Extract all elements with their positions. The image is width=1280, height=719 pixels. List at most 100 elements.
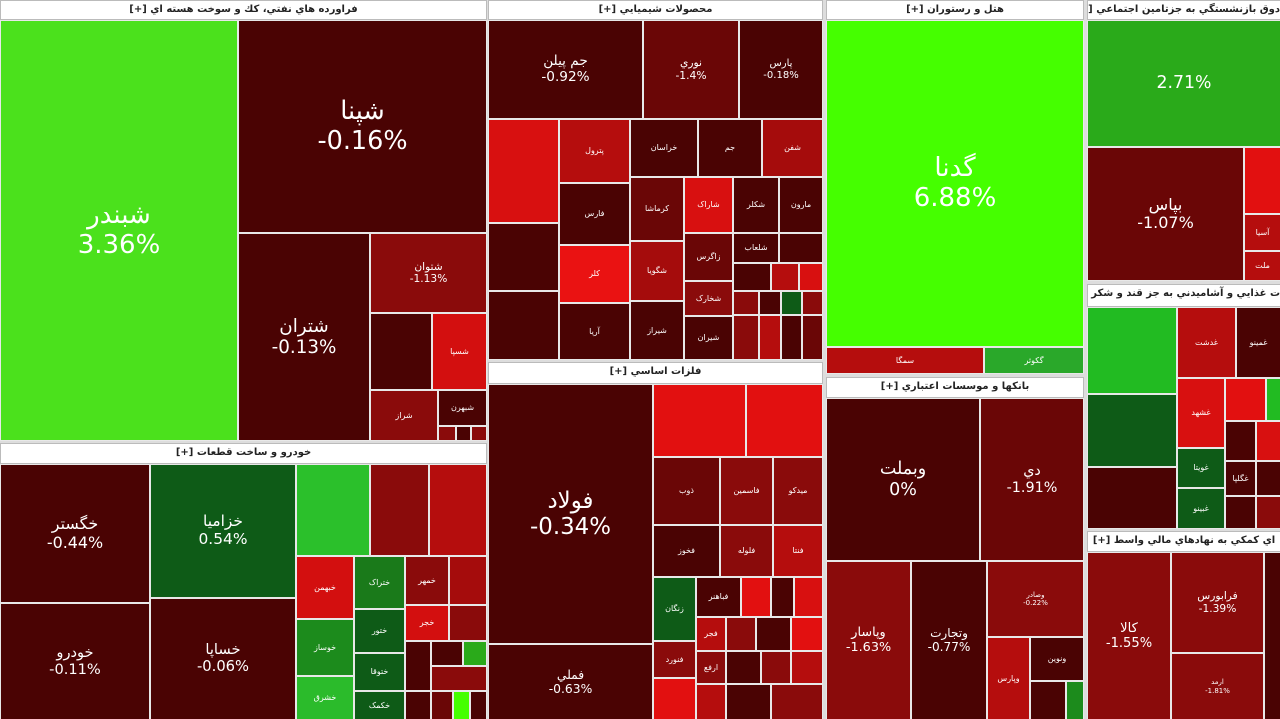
filler-tile	[802, 315, 823, 360]
stock-tile[interactable]: خزاميا 0.54%	[150, 464, 296, 598]
stock-tile[interactable]: وتجارت -0.77%	[911, 561, 987, 719]
stock-tile[interactable]: جم پيلن -0.92%	[488, 20, 643, 119]
filler-tile	[456, 426, 471, 441]
stock-tile[interactable]: شيران	[684, 316, 733, 360]
stock-tile[interactable]: خودرو -0.11%	[0, 603, 150, 719]
stock-tile[interactable]: خشرق	[296, 676, 354, 719]
stock-tile[interactable]: ملت	[1244, 251, 1280, 281]
sector-header[interactable]: فراورده هاي نفتي، كك و سوخت هسته اي [+]	[0, 0, 487, 20]
stock-tile[interactable]: ميدكو	[773, 457, 823, 525]
stock-tile[interactable]: خگستر -0.44%	[0, 464, 150, 603]
stock-tile[interactable]: شاراک	[684, 177, 733, 233]
stock-tile[interactable]: گكوثر	[984, 347, 1084, 374]
stock-tile[interactable]: پارس -0.18%	[739, 20, 823, 119]
stock-tile[interactable]: شگويا	[630, 241, 684, 301]
stock-tile[interactable]: شفن	[762, 119, 823, 177]
stock-tile[interactable]: خمهر	[405, 556, 449, 605]
stock-tile[interactable]: نوري -1.4%	[643, 20, 739, 119]
stock-tile[interactable]: شراز	[370, 390, 438, 441]
filler-tile	[794, 577, 823, 617]
stock-tile[interactable]: ذوب	[653, 457, 720, 525]
stock-tile[interactable]: خبهمن	[296, 556, 354, 619]
sector-header[interactable]: ت غذايي و آشاميدني به جز قند و شكر [+]	[1087, 284, 1280, 307]
stock-tile[interactable]: شسپا	[432, 313, 487, 390]
stock-symbol: فرابورس	[1197, 589, 1238, 603]
stock-tile[interactable]: فرابورس -1.39%	[1171, 552, 1264, 653]
stock-tile[interactable]: دي -1.91%	[980, 398, 1084, 561]
stock-tile[interactable]: شلعاب	[733, 233, 779, 263]
stock-tile[interactable]: وپارس	[987, 637, 1030, 719]
stock-tile[interactable]: فولاد -0.34%	[488, 384, 653, 644]
stock-tile[interactable]: كرماشا	[630, 177, 684, 241]
stock-tile[interactable]: بپاس -1.07%	[1087, 147, 1244, 281]
stock-symbol: نوري	[679, 56, 703, 70]
stock-tile[interactable]: فملي -0.63%	[488, 644, 653, 719]
stock-tile[interactable]: زنگان	[653, 577, 696, 641]
sector-header[interactable]: خودرو و ساخت قطعات [+]	[0, 443, 487, 464]
price-change: -1.63%	[845, 639, 892, 655]
stock-tile[interactable]: شكلر	[733, 177, 779, 233]
stock-tile[interactable]: شيراز	[630, 301, 684, 360]
filler-tile	[1264, 552, 1280, 719]
stock-tile[interactable]: شخارک	[684, 281, 733, 316]
filler-tile	[1256, 496, 1280, 529]
sector-header[interactable]: دوق بازنشستگي به جزتامين اجتماعي [+]	[1087, 0, 1280, 20]
stock-tile[interactable]: غگلپا	[1225, 461, 1256, 496]
stock-tile[interactable]: پترول	[559, 119, 630, 183]
stock-tile[interactable]: سمگا	[826, 347, 984, 374]
stock-tile[interactable]: فنتا	[773, 525, 823, 577]
stock-tile[interactable]: ختوقا	[354, 653, 405, 691]
stock-tile[interactable]: جم	[698, 119, 762, 177]
stock-tile[interactable]: مارون	[779, 177, 823, 233]
stock-tile[interactable]: خوساز	[296, 619, 354, 676]
stock-tile[interactable]: كلر	[559, 245, 630, 303]
stock-tile[interactable]: زاگرس	[684, 233, 733, 281]
stock-tile[interactable]: فارس	[559, 183, 630, 245]
stock-tile[interactable]: فخوز	[653, 525, 720, 577]
stock-tile[interactable]: گدنا 6.88%	[826, 20, 1084, 347]
stock-tile[interactable]: آسيا	[1244, 214, 1280, 251]
filler-tile	[696, 684, 726, 719]
stock-tile[interactable]: فلوله	[720, 525, 773, 577]
stock-tile[interactable]: 2.71%	[1087, 20, 1280, 147]
stock-tile[interactable]: غويتا	[1177, 448, 1225, 488]
filler-tile	[771, 263, 799, 291]
stock-tile[interactable]: خراسان	[630, 119, 698, 177]
stock-symbol: غشهد	[1191, 408, 1211, 418]
stock-tile[interactable]: خكمک	[354, 691, 405, 719]
stock-tile[interactable]: ونوين	[1030, 637, 1084, 681]
stock-tile[interactable]: وپاسار -1.63%	[826, 561, 911, 719]
stock-tile[interactable]: شتران -0.13%	[238, 233, 370, 441]
stock-tile[interactable]: غبينو	[1177, 488, 1225, 529]
stock-tile[interactable]: شبهرن	[438, 390, 487, 426]
sector-header[interactable]: هتل و رستوران [+]	[826, 0, 1084, 20]
stock-tile[interactable]: آريا	[559, 303, 630, 360]
stock-tile[interactable]: ختور	[354, 609, 405, 653]
stock-tile[interactable]: شپنا -0.16%	[238, 20, 487, 233]
stock-tile[interactable]: فجر	[696, 617, 726, 651]
stock-tile[interactable]: فباهنر	[696, 577, 741, 617]
stock-tile[interactable]: شبندر 3.36%	[0, 20, 238, 441]
stock-symbol: ختوقا	[370, 667, 389, 677]
sector-header[interactable]: بانكها و موسسات اعتباري [+]	[826, 377, 1084, 398]
stock-tile[interactable]: وصادر -0.22%	[987, 561, 1084, 637]
stock-tile[interactable]: خساپا -0.06%	[150, 598, 296, 719]
sector-header[interactable]: محصولات شيميايي [+]	[488, 0, 823, 20]
stock-symbol: ونوين	[1047, 654, 1067, 664]
price-change: -1.13%	[409, 272, 448, 285]
sector-header[interactable]: فلزات اساسي [+]	[488, 362, 823, 384]
stock-tile[interactable]: فنورد	[653, 641, 696, 678]
stock-tile[interactable]: خجر	[405, 605, 449, 641]
stock-tile[interactable]: غمينو	[1236, 307, 1280, 378]
stock-tile[interactable]: ارمد -1.81%	[1171, 653, 1264, 719]
stock-tile[interactable]: كالا -1.55%	[1087, 552, 1171, 719]
stock-tile[interactable]: وبملت 0%	[826, 398, 980, 561]
price-change: -1.81%	[1205, 686, 1230, 695]
stock-tile[interactable]: ارفع	[696, 651, 726, 684]
stock-tile[interactable]: غدشت	[1177, 307, 1236, 378]
stock-tile[interactable]: غشهد	[1177, 378, 1225, 448]
stock-tile[interactable]: ختراک	[354, 556, 405, 609]
sector-header[interactable]: اي كمكي به نهادهاي مالي واسط [+]	[1087, 531, 1280, 552]
stock-tile[interactable]: فاسمين	[720, 457, 773, 525]
stock-tile[interactable]: شتوان -1.13%	[370, 233, 487, 313]
